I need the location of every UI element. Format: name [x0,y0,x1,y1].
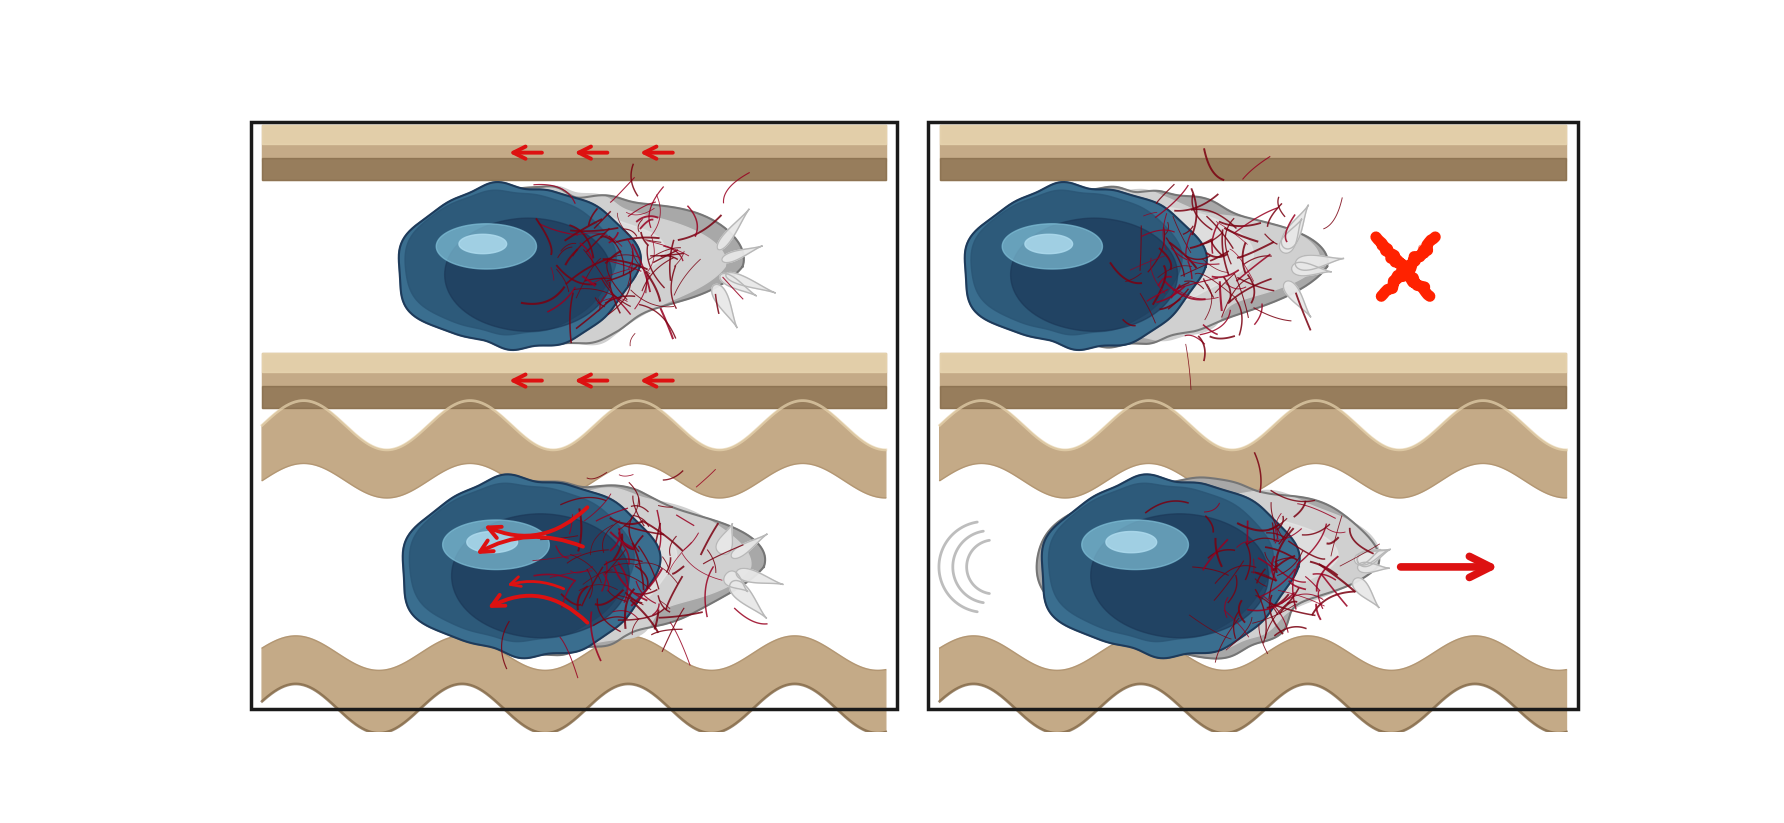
Polygon shape [1106,532,1156,553]
Polygon shape [717,209,749,250]
Polygon shape [994,189,1320,341]
Polygon shape [409,186,744,346]
Polygon shape [444,218,612,332]
Polygon shape [737,568,783,584]
Polygon shape [1295,255,1343,270]
Polygon shape [262,401,887,498]
Polygon shape [416,483,751,653]
Polygon shape [458,235,507,253]
Polygon shape [719,273,756,295]
Polygon shape [1010,218,1177,332]
Polygon shape [940,401,1566,498]
Polygon shape [262,125,887,144]
Polygon shape [940,144,1566,161]
Polygon shape [262,353,887,372]
Polygon shape [400,182,640,350]
Polygon shape [940,636,1566,733]
Polygon shape [1045,482,1379,652]
Polygon shape [437,224,537,269]
Polygon shape [1352,578,1379,607]
Polygon shape [467,532,517,553]
Polygon shape [940,125,1566,144]
Polygon shape [1292,263,1331,276]
Polygon shape [940,353,1566,408]
Polygon shape [1090,514,1268,638]
Polygon shape [715,524,733,555]
Polygon shape [987,187,1327,347]
Polygon shape [940,158,1566,180]
Polygon shape [940,353,1566,372]
Polygon shape [723,246,762,263]
Polygon shape [262,144,887,161]
Polygon shape [416,495,676,621]
Polygon shape [405,190,615,335]
Polygon shape [451,514,630,638]
Polygon shape [1024,235,1072,253]
Polygon shape [1358,550,1390,567]
Polygon shape [724,571,747,592]
Polygon shape [1081,520,1188,570]
Polygon shape [1358,550,1388,565]
Polygon shape [965,182,1208,350]
Polygon shape [409,483,635,642]
Polygon shape [262,372,887,389]
Polygon shape [1049,483,1274,642]
Polygon shape [1281,205,1308,249]
Polygon shape [403,474,660,658]
Polygon shape [1037,477,1379,658]
Polygon shape [730,580,767,618]
Polygon shape [731,534,767,559]
Polygon shape [712,285,737,328]
Polygon shape [1279,219,1302,253]
Polygon shape [940,372,1566,389]
Polygon shape [442,520,549,570]
Polygon shape [412,201,665,317]
Polygon shape [1283,281,1311,317]
Polygon shape [412,186,726,345]
Polygon shape [994,202,1254,316]
Polygon shape [726,272,774,293]
Polygon shape [262,386,887,408]
Polygon shape [410,481,765,655]
Polygon shape [1003,224,1103,269]
Polygon shape [940,386,1566,408]
Polygon shape [940,125,1566,180]
Polygon shape [1358,562,1390,573]
Polygon shape [970,190,1183,335]
Polygon shape [262,353,887,408]
Polygon shape [1042,474,1301,658]
Polygon shape [262,636,887,733]
Polygon shape [262,158,887,180]
Polygon shape [1354,550,1381,565]
Polygon shape [262,125,887,180]
Polygon shape [1054,495,1338,621]
